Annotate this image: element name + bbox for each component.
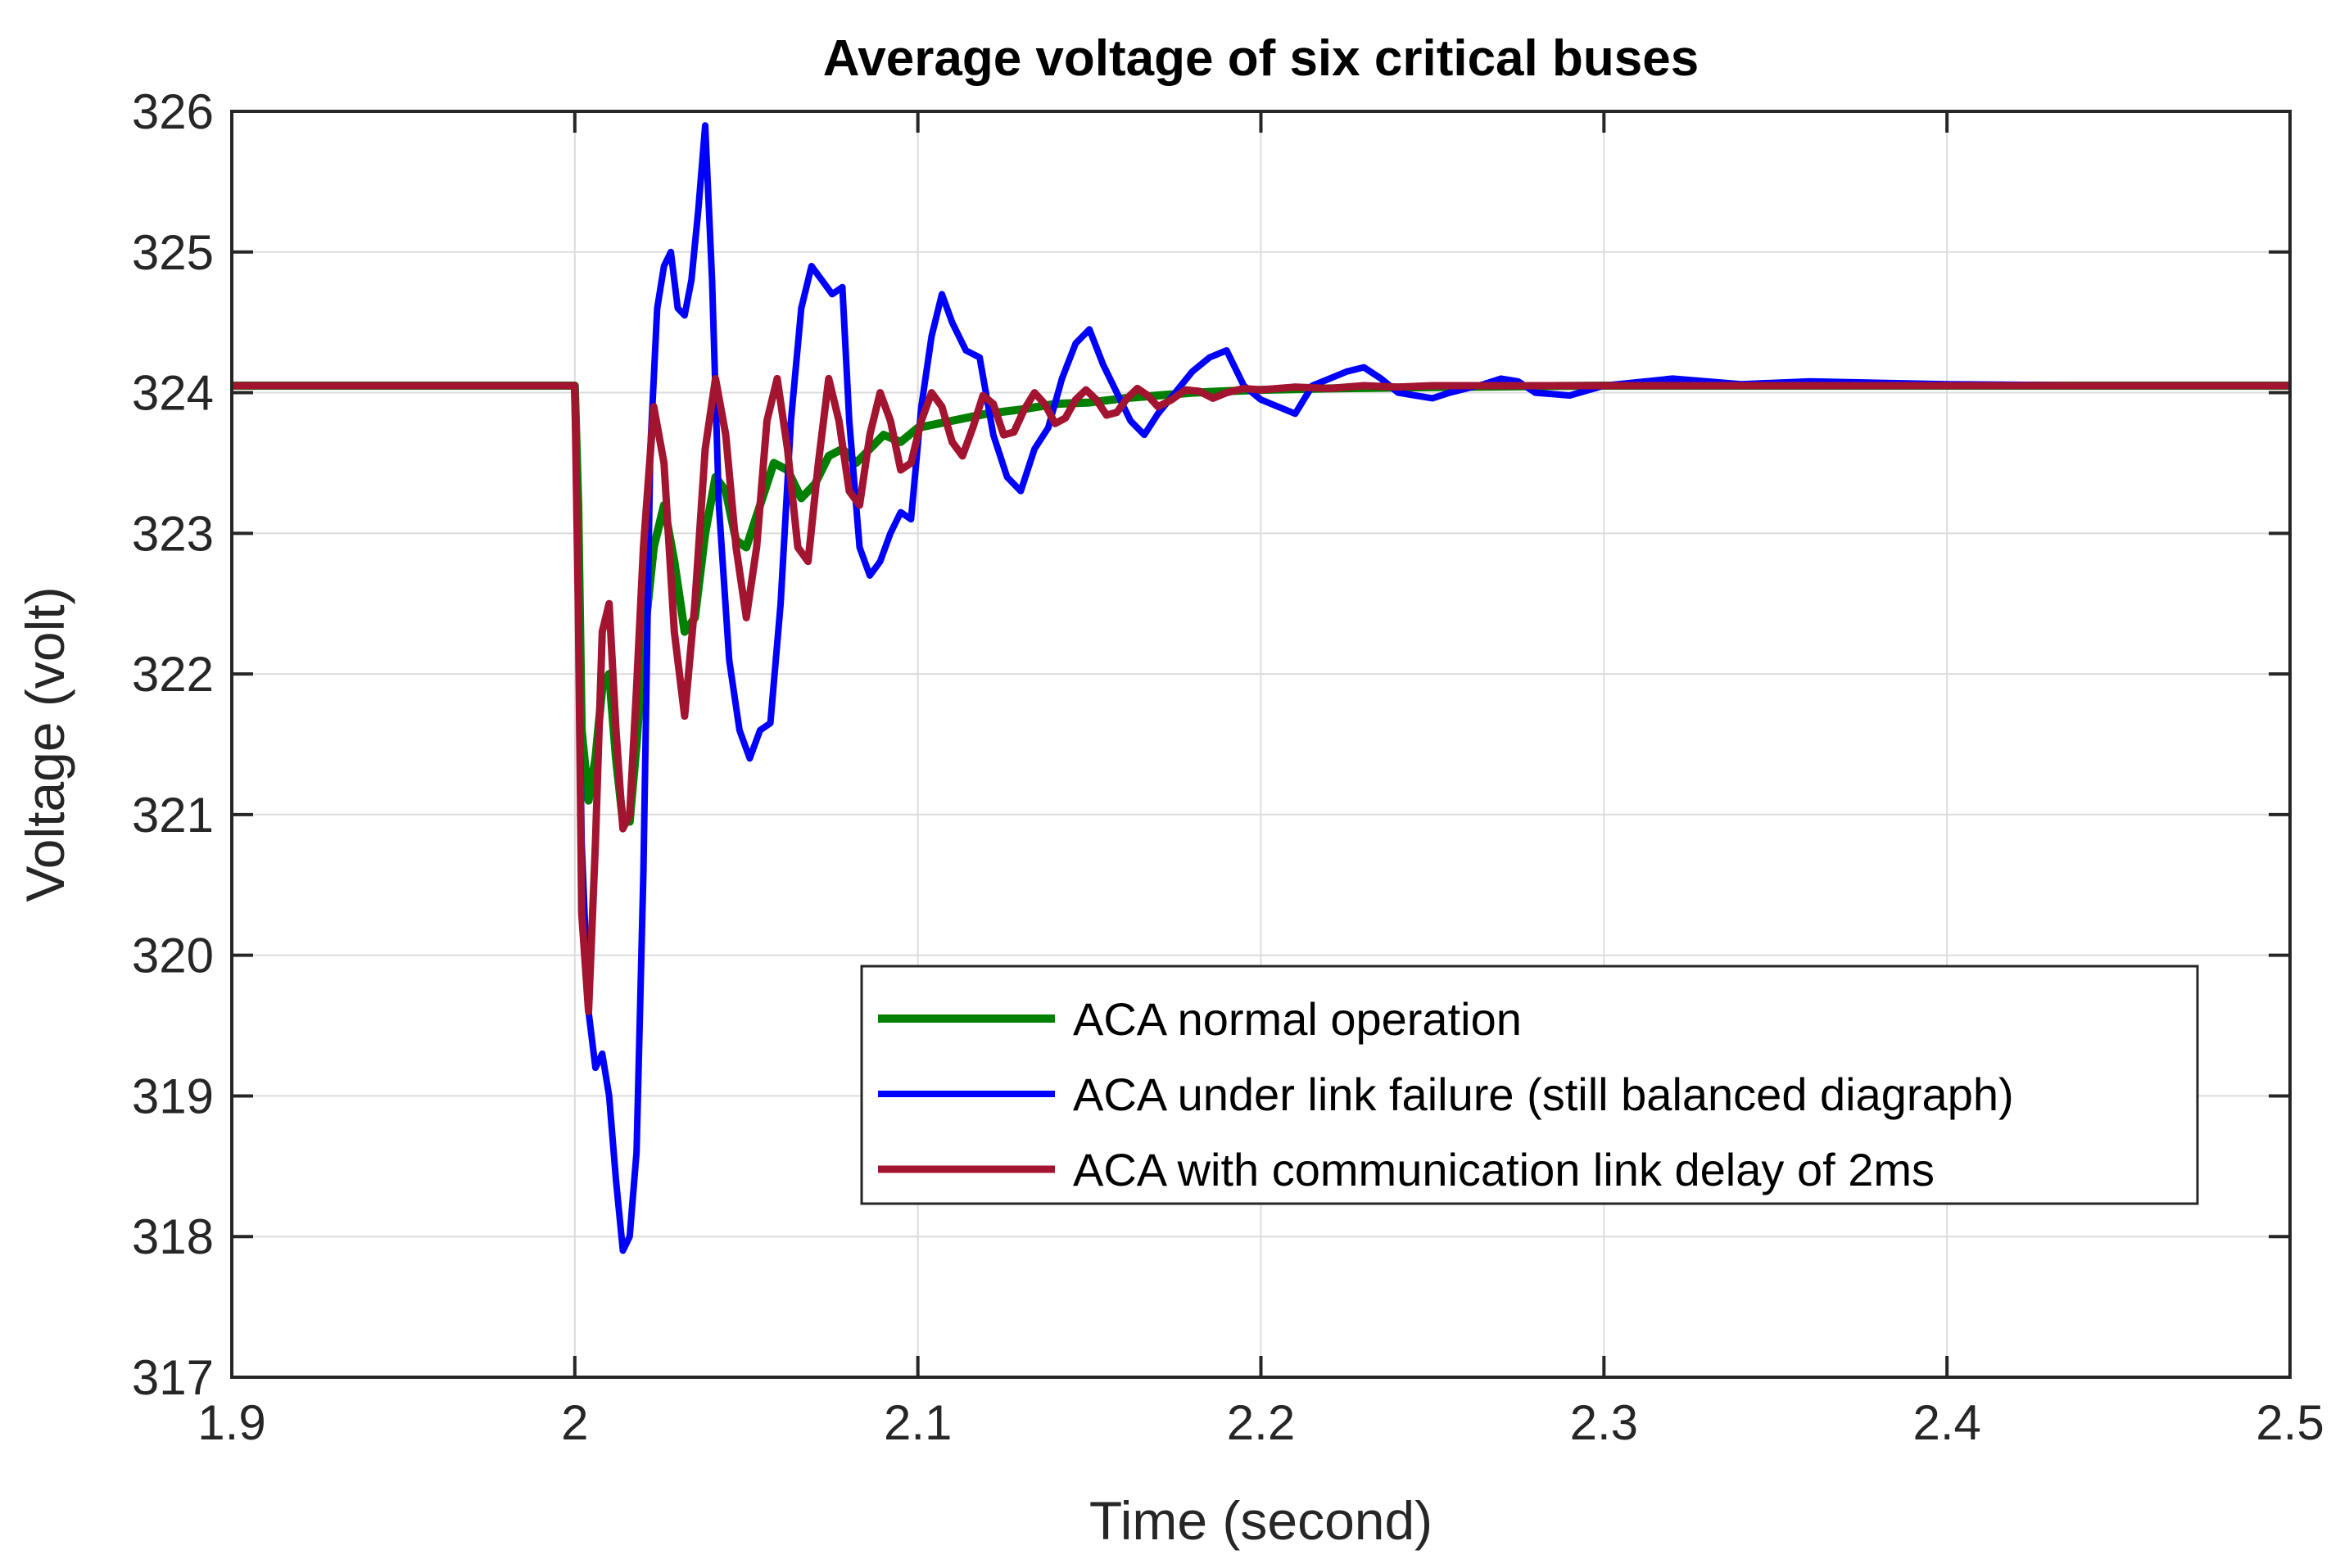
legend-label-2: ACA under link failure (still balanced d… <box>1073 1069 2014 1120</box>
y-tick-label: 319 <box>132 1069 214 1123</box>
x-tick-label: 2.4 <box>1912 1395 1980 1450</box>
y-tick-label: 323 <box>132 506 214 561</box>
x-tick-label: 2.1 <box>884 1395 952 1450</box>
y-tick-label: 324 <box>132 366 214 421</box>
tick-layer: 1.9 2 2.1 2.2 2.3 2.4 2.5 317 318 319 320 321 322 323… <box>132 84 2324 1450</box>
legend-label-1: ACA normal operation <box>1073 993 1522 1045</box>
chart-title: Average voltage of six critical buses <box>823 30 1699 87</box>
x-tick-label: 2.3 <box>1570 1395 1638 1450</box>
x-axis-label: Time (second) <box>1089 1490 1432 1551</box>
y-tick-label: 317 <box>132 1350 214 1405</box>
x-tick-label: 1.9 <box>197 1395 265 1450</box>
y-tick-label: 318 <box>132 1209 214 1264</box>
x-tick-label: 2.5 <box>2256 1395 2324 1450</box>
legend-label-3: ACA with communication link delay of 2ms <box>1073 1144 1935 1195</box>
x-tick-label: 2.2 <box>1227 1395 1295 1450</box>
y-tick-label: 322 <box>132 647 214 702</box>
y-tick-label: 320 <box>132 929 214 983</box>
series-line-2 <box>232 122 2290 1254</box>
y-tick-label: 321 <box>132 788 214 843</box>
legend-box <box>860 965 2199 1205</box>
x-tick-label: 2 <box>561 1395 588 1450</box>
series-line-3 <box>232 374 2290 1015</box>
y-tick-label: 326 <box>132 84 214 139</box>
legend: ACA normal operation ACA under link failu… <box>860 965 2199 1205</box>
y-tick-label: 325 <box>132 225 214 280</box>
y-axis-label: Voltage (volt) <box>15 586 75 901</box>
series-layer <box>232 122 2290 1254</box>
